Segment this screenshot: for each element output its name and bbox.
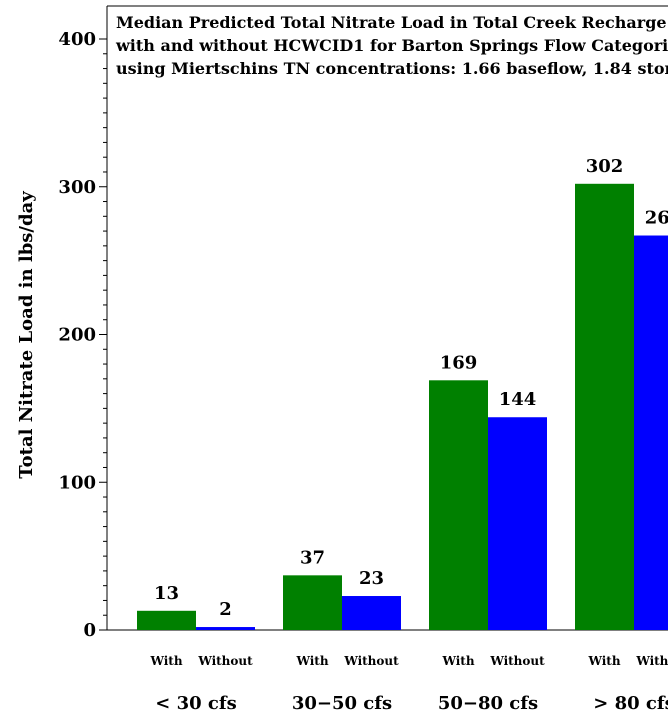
series-sublabel: With [295,654,328,668]
category-label: 50−80 cfs [438,693,538,714]
bar-without-1 [196,627,255,630]
category-label: 30−50 cfs [292,693,392,714]
category-label: < 30 cfs [155,693,237,714]
bar-without-4 [634,235,668,630]
data-label: 302 [586,156,624,177]
bar-with-1 [137,610,196,630]
data-label: 267 [645,208,668,229]
chart-title-line-3: using Miertschins TN concentrations: 1.6… [116,59,668,78]
y-tick-label: 0 [83,620,96,641]
chart-title-line-1: Median Predicted Total Nitrate Load in T… [116,13,667,32]
bars [137,183,668,631]
y-tick-label: 100 [58,472,96,493]
data-label: 144 [499,389,537,410]
series-sublabel: Without [489,654,545,668]
y-tick-label: 200 [58,325,96,346]
bar-with-3 [429,380,488,630]
bar-with-2 [283,575,342,630]
bar-without-2 [342,596,401,630]
data-label: 23 [359,568,384,589]
labels: 13 With 2 Without < 30 cfs 37 With 23 Without 30−… [149,156,668,714]
category-label: > 80 cfs [593,693,668,714]
series-sublabel: Without [343,654,399,668]
y-tick-label: 300 [58,177,96,198]
chart-title-line-2: with and without HCWCID1 for Barton Spri… [115,36,668,55]
series-sublabel: Without [635,654,668,668]
series-sublabel: With [587,654,620,668]
bar-with-4 [575,183,634,631]
data-label: 13 [154,583,179,604]
data-label: 37 [300,547,325,568]
y-tick-label: 400 [58,29,96,50]
data-label: 169 [440,352,478,373]
data-label: 2 [219,599,232,620]
series-sublabel: With [149,654,182,668]
series-sublabel: With [441,654,474,668]
bar-without-3 [488,417,547,630]
y-axis-label: Total Nitrate Load in lbs/day [16,191,37,479]
series-sublabel: Without [197,654,253,668]
